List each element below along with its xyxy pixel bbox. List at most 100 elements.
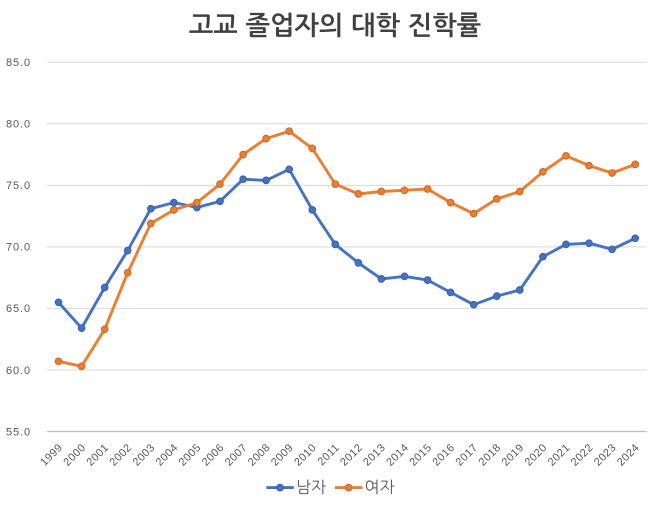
data-point-marker	[608, 245, 616, 254]
data-point-marker	[170, 206, 178, 214]
data-point-marker	[469, 300, 478, 309]
legend-item-female	[334, 479, 395, 495]
data-point-marker	[585, 239, 593, 248]
y-axis-labels: 55.0 60.0 65.0 70.0 75.0 80.0 85.0	[6, 57, 31, 438]
data-point-marker	[400, 272, 409, 281]
data-point-marker	[377, 187, 386, 196]
data-point-marker	[608, 169, 616, 177]
data-point-marker	[515, 187, 524, 196]
x-axis-tick-label: 2020	[523, 442, 550, 469]
y-axis-tick-label: 75.0	[6, 180, 31, 192]
data-point-marker	[100, 283, 109, 292]
data-point-marker	[77, 362, 86, 371]
x-axis-tick-label: 2011	[316, 442, 342, 468]
data-point-marker	[285, 165, 294, 174]
data-point-marker	[446, 198, 455, 207]
x-axis-tick-label: 2024	[615, 442, 642, 469]
y-axis-tick-label: 70.0	[6, 242, 31, 254]
x-axis-tick-label: 2017	[453, 442, 480, 469]
gridlines	[47, 61, 647, 432]
x-axis-tick-label: 2015	[407, 442, 434, 469]
data-point-marker	[539, 167, 547, 176]
data-point-marker	[262, 176, 270, 185]
data-point-marker	[331, 240, 340, 249]
x-axis-tick-label: 2012	[338, 442, 365, 469]
data-point-marker	[631, 160, 640, 169]
x-axis-labels: 1999200020012002200320042005200620072008…	[38, 442, 642, 469]
data-point-marker	[631, 234, 640, 243]
x-axis-tick-label: 2019	[500, 442, 527, 469]
legend-label	[297, 479, 326, 495]
y-axis-tick-label: 80.0	[6, 119, 31, 131]
data-point-marker	[239, 175, 247, 184]
data-point-marker	[423, 276, 432, 284]
x-axis-tick-label: 2000	[61, 442, 88, 469]
data-point-marker	[446, 288, 455, 297]
data-point-marker	[216, 197, 224, 206]
data-point-marker	[239, 150, 247, 159]
x-axis-tick-label: 2021	[546, 442, 573, 469]
data-point-marker	[193, 198, 201, 207]
y-axis-tick-label: 65.0	[6, 303, 31, 315]
data-point-marker	[492, 292, 501, 300]
x-axis-tick-label: 2005	[177, 442, 204, 469]
x-axis-tick-label: 2006	[200, 442, 227, 469]
data-point-marker	[54, 298, 63, 307]
data-point-marker	[354, 190, 363, 198]
legend-label	[365, 479, 395, 495]
x-axis-tick-label: 2022	[569, 442, 596, 469]
data-point-marker	[469, 209, 478, 218]
data-point-marker	[123, 268, 132, 277]
series-markers-male	[54, 165, 640, 332]
legend-item-male	[266, 479, 326, 495]
chart-title-text	[189, 12, 481, 38]
x-axis-tick-label: 2004	[154, 442, 181, 469]
x-axis-tick-label: 2018	[477, 442, 504, 469]
data-point-marker	[100, 325, 109, 334]
data-point-marker	[400, 186, 409, 195]
data-point-marker	[54, 357, 63, 366]
data-point-marker	[562, 240, 570, 249]
data-point-marker	[515, 286, 524, 294]
x-axis-tick-label: 2001	[84, 442, 111, 469]
legend-marker	[344, 483, 353, 492]
x-axis-tick-label: 2014	[384, 442, 411, 469]
data-point-marker	[562, 151, 570, 160]
y-axis-tick-label: 85.0	[6, 57, 31, 69]
legend-marker	[276, 483, 284, 492]
series-line-female	[57, 129, 637, 368]
data-point-marker	[77, 324, 86, 332]
data-point-marker	[423, 185, 432, 193]
data-point-marker	[492, 195, 501, 203]
data-point-marker	[354, 259, 363, 267]
data-point-marker	[285, 127, 294, 136]
series-line-male	[57, 167, 637, 330]
x-axis-tick-label: 2008	[246, 442, 273, 469]
y-axis-tick-label: 55.0	[6, 426, 31, 438]
x-axis-tick-label: 2009	[269, 442, 296, 469]
legend	[266, 479, 395, 495]
series-markers-female	[54, 127, 640, 371]
data-point-marker	[539, 252, 547, 261]
data-point-marker	[216, 180, 224, 188]
data-point-marker	[308, 144, 317, 153]
data-point-marker	[123, 246, 132, 255]
chart-title	[189, 12, 481, 38]
data-point-marker	[146, 219, 155, 228]
x-axis-tick-label: 1999	[38, 442, 65, 469]
data-point-marker	[331, 180, 340, 188]
x-axis-tick-label: 2013	[361, 442, 388, 469]
x-axis-tick-label: 2003	[131, 442, 158, 469]
data-point-marker	[146, 204, 155, 213]
data-point-marker	[308, 206, 317, 214]
x-axis-tick-label: 2010	[292, 442, 319, 469]
x-axis-tick-label: 2007	[223, 442, 250, 469]
x-axis-tick-label: 2016	[430, 442, 457, 469]
data-point-marker	[170, 198, 178, 207]
x-axis-tick-label: 2002	[107, 442, 134, 469]
data-point-marker	[262, 134, 270, 143]
x-axis-tick-label: 2023	[592, 442, 619, 469]
series-plot	[54, 127, 640, 371]
